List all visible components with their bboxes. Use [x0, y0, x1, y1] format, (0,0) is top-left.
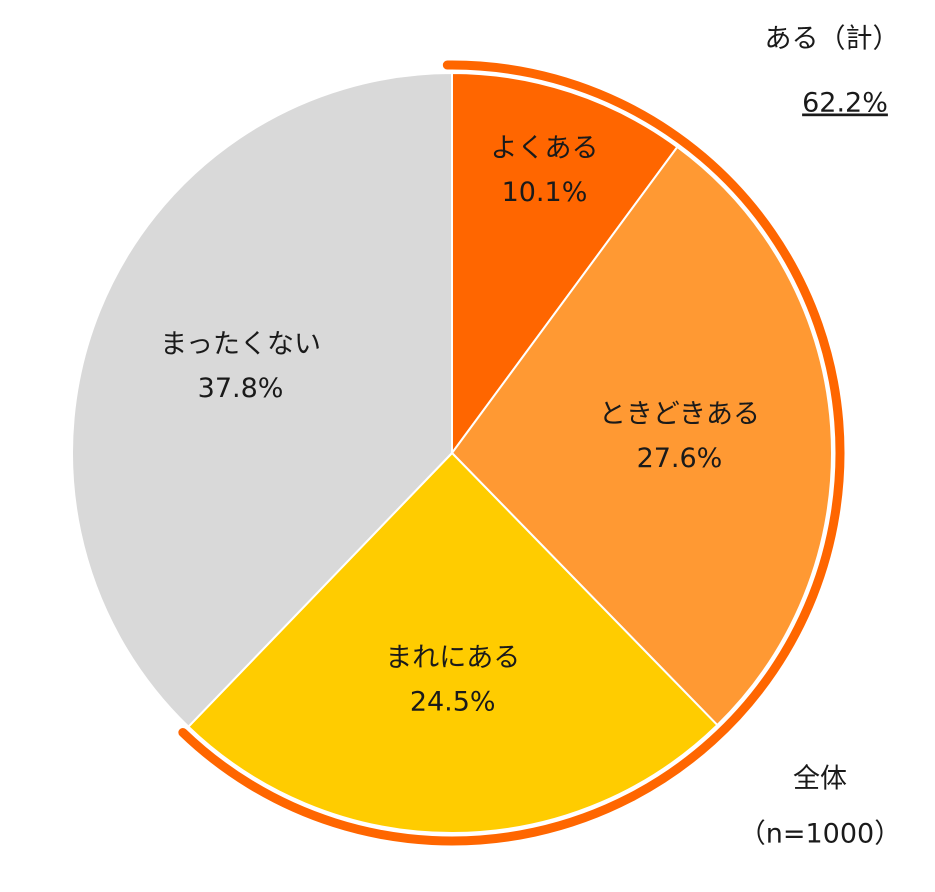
note: 全体	[793, 764, 847, 795]
total-value: 62.2%	[802, 88, 888, 119]
slice-label: ときどきある	[599, 399, 760, 430]
slice-value: 10.1%	[502, 177, 588, 208]
slice-label: まれにある	[385, 642, 520, 673]
pie-slice	[71, 71, 453, 729]
slice-label: まったくない	[160, 329, 321, 360]
slice-value: 24.5%	[410, 686, 496, 717]
pie-slice	[450, 145, 833, 727]
total-label: ある（計）	[765, 24, 900, 55]
note: （n=1000）	[739, 819, 901, 850]
slice-value: 37.8%	[198, 373, 284, 404]
slice-label: よくある	[490, 133, 598, 164]
pie-slice	[186, 451, 719, 834]
total-arc	[178, 60, 845, 846]
slice-value: 27.6%	[637, 443, 723, 474]
pie-slice	[451, 71, 679, 457]
